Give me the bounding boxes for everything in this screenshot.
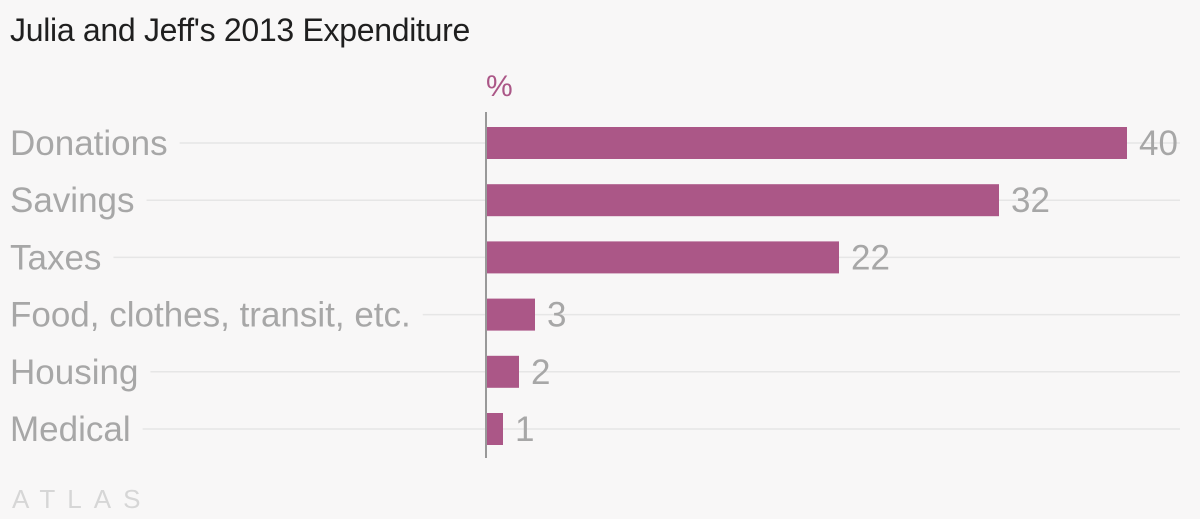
bar: [487, 355, 519, 388]
bar: [487, 298, 535, 331]
value-label: 32: [1011, 181, 1050, 220]
bar: [487, 127, 1127, 159]
value-label: 22: [851, 238, 890, 277]
category-label: Food, clothes, transit, etc.: [10, 296, 411, 335]
category-label: Medical: [10, 410, 131, 449]
bar: [487, 413, 503, 445]
value-label: 1: [515, 410, 534, 449]
bar: [487, 241, 839, 274]
value-label: 40: [1139, 124, 1178, 163]
bar: [487, 184, 999, 217]
category-label: Donations: [10, 124, 168, 163]
value-label: 2: [531, 353, 550, 392]
unit-label: %: [486, 70, 513, 103]
category-label: Housing: [10, 353, 138, 392]
atlas-brand-logo: ATLAS: [12, 484, 153, 514]
category-label: Taxes: [10, 238, 101, 277]
chart-title: Julia and Jeff's 2013 Expenditure: [10, 12, 470, 48]
category-label: Savings: [10, 181, 135, 220]
value-label: 3: [547, 296, 566, 335]
